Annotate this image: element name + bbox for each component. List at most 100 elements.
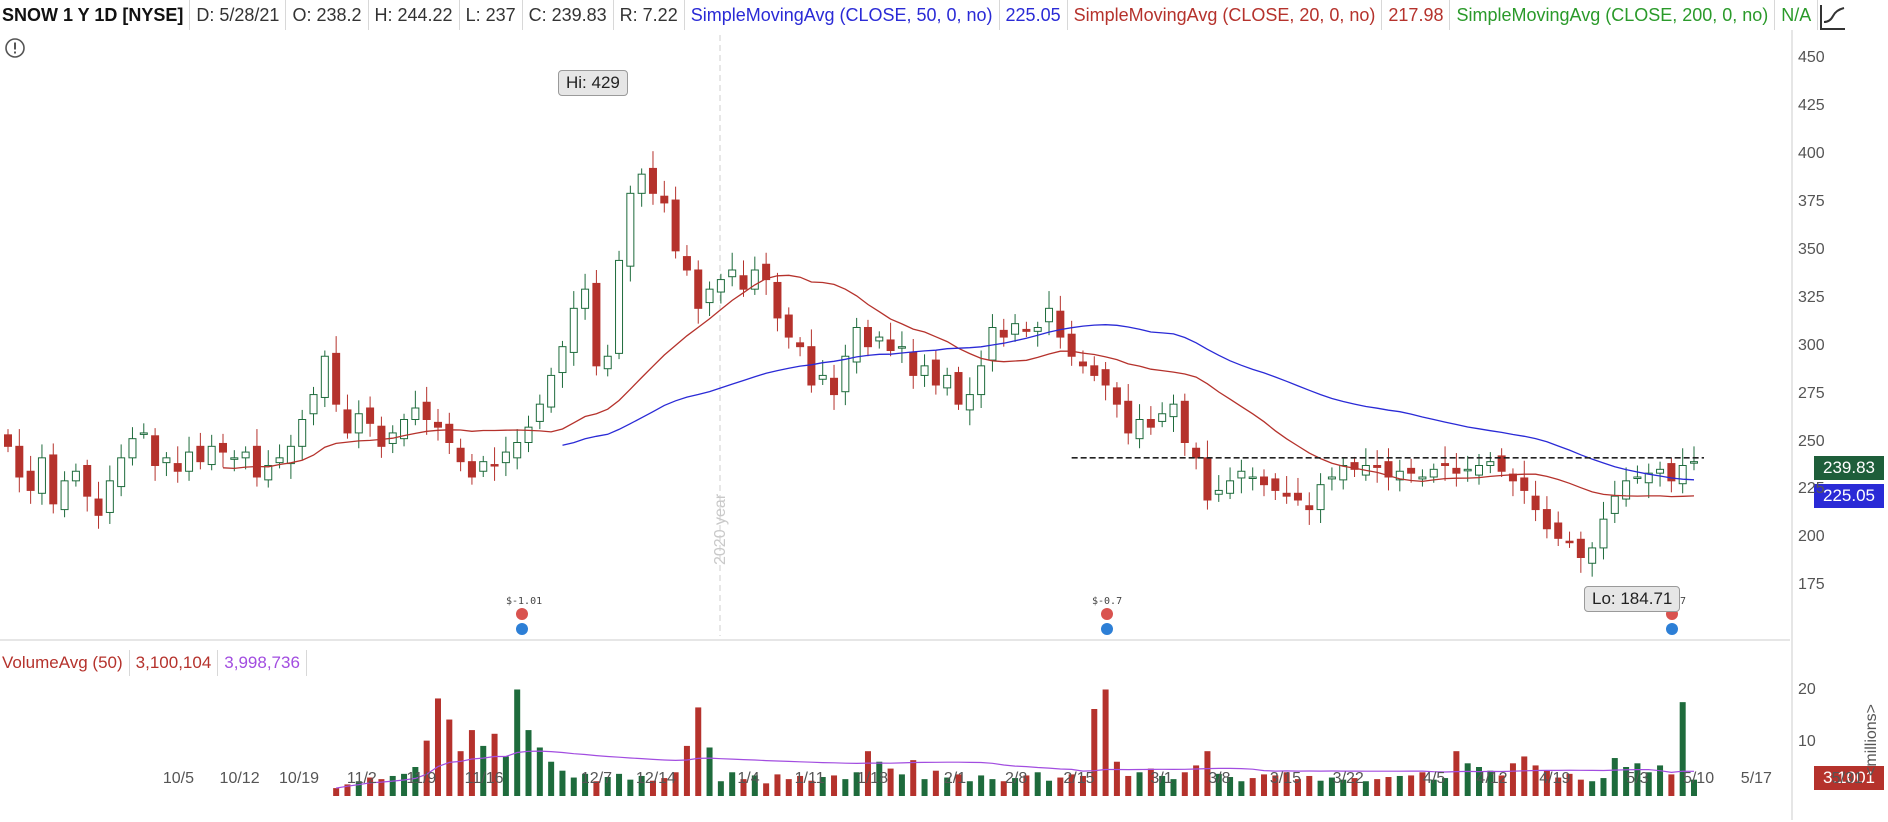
down-candle	[954, 372, 963, 405]
sma200-label[interactable]: SimpleMovingAvg (CLOSE, 200, 0, no)	[1450, 0, 1776, 30]
volume-bar	[819, 777, 826, 796]
volume-avg-label[interactable]: VolumeAvg (50)	[0, 650, 130, 676]
sma50-label[interactable]: SimpleMovingAvg (CLOSE, 50, 0, no)	[685, 0, 1000, 30]
volume-bar	[1362, 781, 1369, 796]
volume-bar	[1600, 778, 1607, 796]
down-candle	[83, 465, 92, 497]
down-candle	[1497, 455, 1506, 472]
volume-bar	[1611, 758, 1618, 796]
volume-bar	[1317, 780, 1324, 796]
volume-bar	[514, 689, 521, 796]
x-tick-label: 3/8	[1208, 770, 1231, 787]
volume-bar	[1351, 778, 1358, 796]
up-candle	[988, 327, 997, 361]
up-candle	[535, 403, 544, 422]
up-candle	[105, 480, 114, 513]
x-tick-label: 11/9	[406, 770, 437, 787]
volume-bar	[1238, 781, 1245, 796]
sma50-value: 225.05	[1000, 0, 1068, 30]
up-candle	[1327, 476, 1336, 480]
down-candle	[739, 275, 748, 290]
volume-bar	[1023, 775, 1030, 796]
volume-bar	[1102, 689, 1109, 796]
up-candle	[286, 445, 295, 465]
up-candle	[852, 327, 861, 363]
volume-bar	[627, 779, 634, 796]
volume-bar	[1272, 775, 1279, 796]
up-candle	[1011, 323, 1020, 335]
up-candle	[1644, 472, 1653, 484]
chart-header: SNOW 1 Y 1D [NYSE] D: 5/28/21 O: 238.2 H…	[0, 0, 1819, 30]
down-candle	[332, 352, 341, 405]
volume-bar	[1396, 775, 1403, 796]
up-candle	[547, 374, 556, 408]
down-candle	[445, 423, 454, 443]
volume-bar	[367, 777, 374, 796]
volume-bar	[1261, 774, 1268, 796]
up-candle	[1610, 495, 1619, 514]
volume-bar	[944, 777, 951, 796]
price-tick-label: 175	[1798, 576, 1825, 594]
down-candle	[807, 346, 816, 386]
up-candle	[1248, 476, 1257, 479]
sma200-value: N/A	[1775, 0, 1819, 30]
x-tick-label: 12/14	[635, 770, 676, 787]
symbol-label[interactable]: SNOW 1 Y 1D [NYSE]	[0, 0, 191, 30]
down-candle	[1565, 540, 1574, 544]
volume-bar	[1453, 751, 1460, 796]
x-tick-label: 5/10	[1682, 770, 1715, 787]
up-candle	[1418, 476, 1427, 480]
down-candle	[1056, 310, 1065, 338]
drawing-tool-icon[interactable]	[1818, 2, 1848, 32]
volume-bar	[1634, 763, 1641, 796]
down-candle	[343, 409, 352, 434]
up-candle	[1135, 419, 1144, 440]
up-candle	[264, 465, 273, 481]
down-candle	[422, 401, 431, 420]
x-tick-label: 1/11	[794, 770, 825, 787]
volume-bar	[1068, 774, 1075, 796]
down-candle	[1305, 505, 1314, 511]
down-candle	[1407, 467, 1416, 474]
volume-bar	[355, 781, 362, 796]
up-candle	[1690, 461, 1698, 464]
down-candle	[1180, 400, 1189, 443]
earnings-icon	[1101, 608, 1113, 620]
volume-bar	[344, 784, 351, 796]
sma20-label[interactable]: SimpleMovingAvg (CLOSE, 20, 0, no)	[1068, 0, 1383, 30]
low-callout: Lo: 184.71	[1584, 586, 1681, 612]
volume-bar	[695, 707, 702, 796]
volume-bar	[672, 772, 679, 796]
up-candle	[1633, 476, 1642, 479]
down-candle	[218, 442, 227, 453]
up-candle	[37, 457, 46, 494]
volume-bar	[1419, 772, 1426, 796]
down-candle	[433, 421, 442, 428]
info-icon[interactable]	[4, 37, 26, 59]
down-candle	[1452, 467, 1461, 474]
up-candle	[1339, 465, 1348, 481]
down-candle	[999, 329, 1008, 338]
down-candle	[773, 281, 782, 319]
volume-bar	[876, 761, 883, 796]
volume-bar	[1159, 775, 1166, 796]
volume-bar	[502, 756, 509, 796]
volume-tick-label: 10	[1798, 733, 1816, 751]
down-candle	[660, 195, 669, 204]
down-candle	[592, 282, 601, 367]
volume-bar	[480, 745, 487, 796]
up-candle	[1588, 547, 1597, 564]
volume-bar	[457, 751, 464, 796]
volume-bar	[1294, 779, 1301, 796]
up-candle	[716, 279, 725, 293]
volume-bar	[763, 783, 770, 796]
down-candle	[377, 425, 386, 447]
up-candle	[1475, 465, 1484, 476]
down-candle	[1192, 447, 1201, 459]
x-tick-label: 3/1	[1150, 770, 1173, 787]
volume-bar	[1091, 709, 1098, 796]
down-candle	[1554, 522, 1563, 539]
volume-bar	[683, 745, 690, 796]
volume-bar	[1328, 777, 1335, 796]
